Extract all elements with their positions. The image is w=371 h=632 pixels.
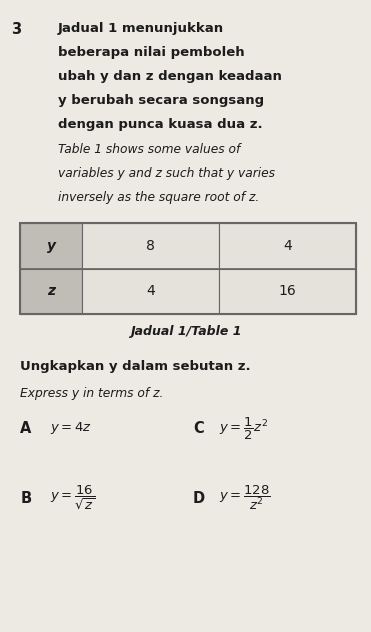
Text: Ungkapkan y dalam sebutan z.: Ungkapkan y dalam sebutan z. — [20, 360, 251, 374]
Text: 4: 4 — [283, 239, 292, 253]
Text: ubah y dan z dengan keadaan: ubah y dan z dengan keadaan — [58, 70, 281, 83]
Bar — [219, 269, 356, 314]
Text: A: A — [20, 421, 32, 436]
Text: $y = \dfrac{128}{z^2}$: $y = \dfrac{128}{z^2}$ — [219, 484, 270, 512]
Bar — [20, 223, 82, 269]
Text: 3: 3 — [11, 22, 21, 37]
Bar — [20, 269, 82, 314]
Text: $y = 4z$: $y = 4z$ — [50, 420, 92, 437]
Text: 4: 4 — [146, 284, 155, 298]
Text: y berubah secara songsang: y berubah secara songsang — [58, 94, 264, 107]
Bar — [82, 223, 219, 269]
Text: y: y — [46, 239, 56, 253]
Text: dengan punca kuasa dua z.: dengan punca kuasa dua z. — [58, 118, 262, 131]
Bar — [82, 269, 219, 314]
Text: Express y in terms of z.: Express y in terms of z. — [20, 387, 164, 401]
Text: $y = \dfrac{16}{\sqrt{z}}$: $y = \dfrac{16}{\sqrt{z}}$ — [50, 484, 95, 512]
Text: Table 1 shows some values of: Table 1 shows some values of — [58, 143, 240, 157]
Text: B: B — [20, 490, 32, 506]
Bar — [20, 223, 356, 314]
Text: Jadual 1 menunjukkan: Jadual 1 menunjukkan — [58, 22, 224, 35]
Text: inversely as the square root of z.: inversely as the square root of z. — [58, 191, 259, 205]
Text: C: C — [193, 421, 204, 436]
Text: variables y and z such that y varies: variables y and z such that y varies — [58, 167, 275, 181]
Bar — [219, 223, 356, 269]
Text: beberapa nilai pemboleh: beberapa nilai pemboleh — [58, 46, 244, 59]
Text: 16: 16 — [279, 284, 296, 298]
Text: z: z — [47, 284, 55, 298]
Text: D: D — [193, 490, 205, 506]
Text: $y = \dfrac{1}{2}z^2$: $y = \dfrac{1}{2}z^2$ — [219, 415, 268, 442]
Text: 8: 8 — [146, 239, 155, 253]
Text: Jadual 1/Table 1: Jadual 1/Table 1 — [130, 325, 241, 339]
